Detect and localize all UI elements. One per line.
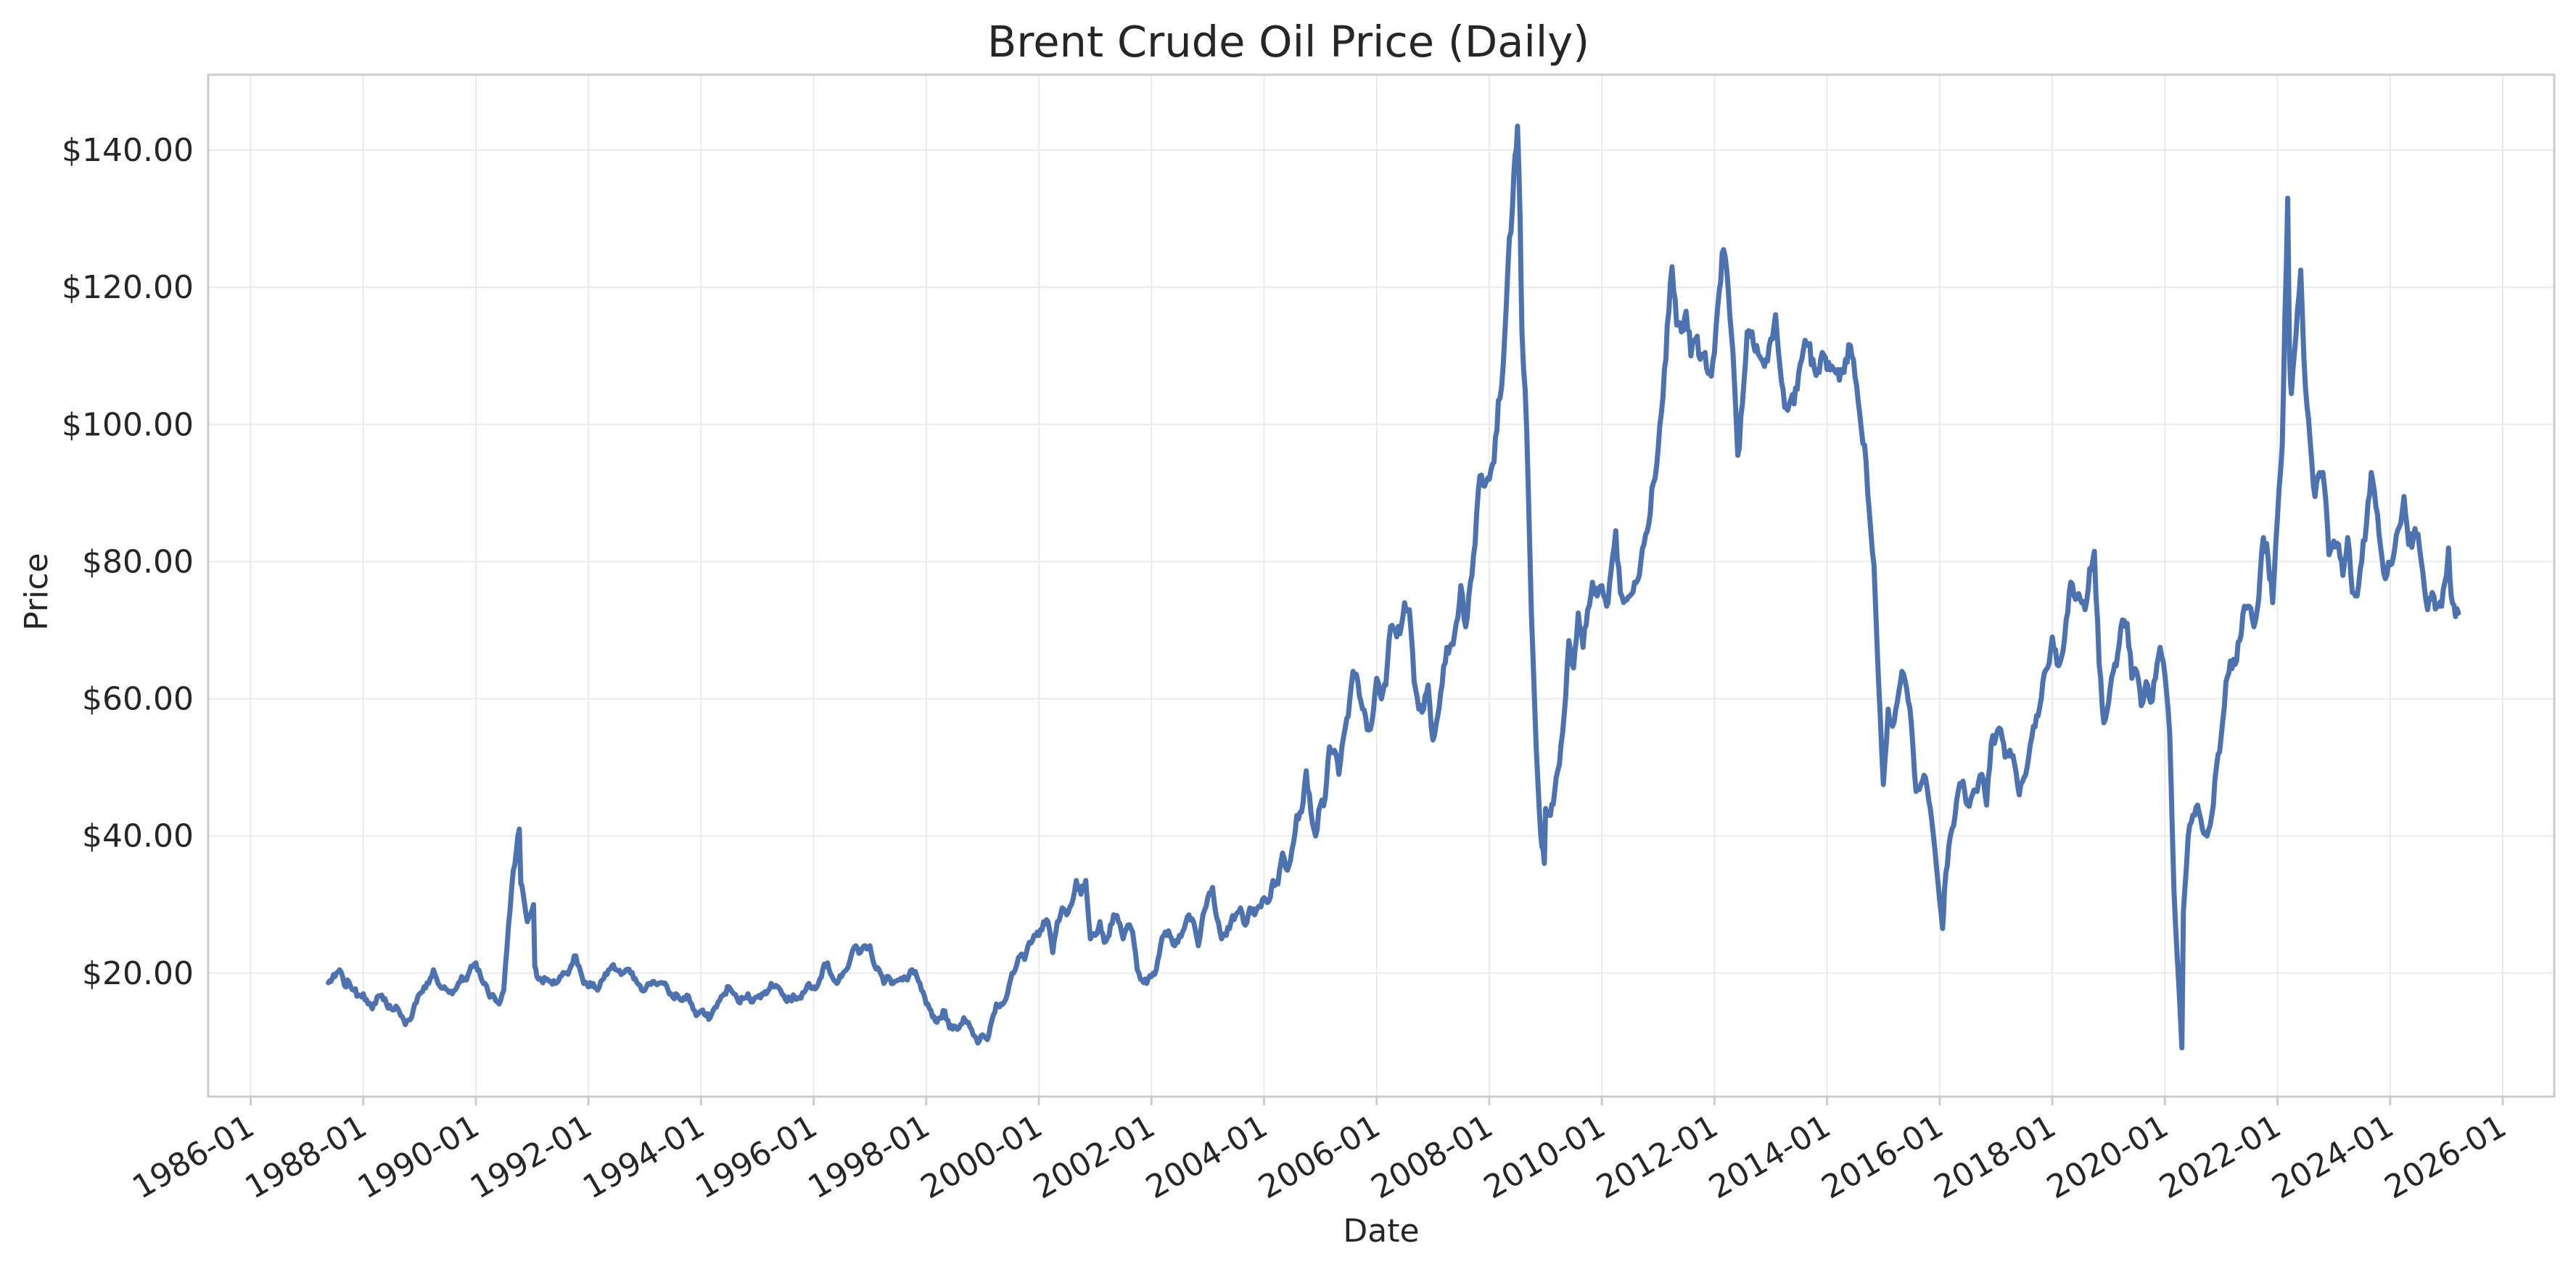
plot-area-frame xyxy=(207,73,2556,1098)
y-tick-label: $120.00 xyxy=(62,269,194,306)
y-tick-label: $60.00 xyxy=(82,681,194,718)
y-tick-label: $40.00 xyxy=(82,818,194,855)
y-tick-label: $140.00 xyxy=(62,132,194,169)
y-tick-label: $80.00 xyxy=(82,543,194,580)
y-tick-label: $20.00 xyxy=(82,955,194,992)
brent-price-line xyxy=(326,123,2461,1051)
x-axis-label: Date xyxy=(1343,1213,1419,1250)
y-axis-ticks: $20.00 $40.00 $60.00 $80.00 $100.00 $120.00 $1… xyxy=(62,132,194,992)
series-layer xyxy=(326,123,2461,1051)
y-tick-label: $100.00 xyxy=(62,406,194,443)
chart-title: Brent Crude Oil Price (Daily) xyxy=(987,17,1589,67)
y-axis-label: Price xyxy=(18,553,55,630)
